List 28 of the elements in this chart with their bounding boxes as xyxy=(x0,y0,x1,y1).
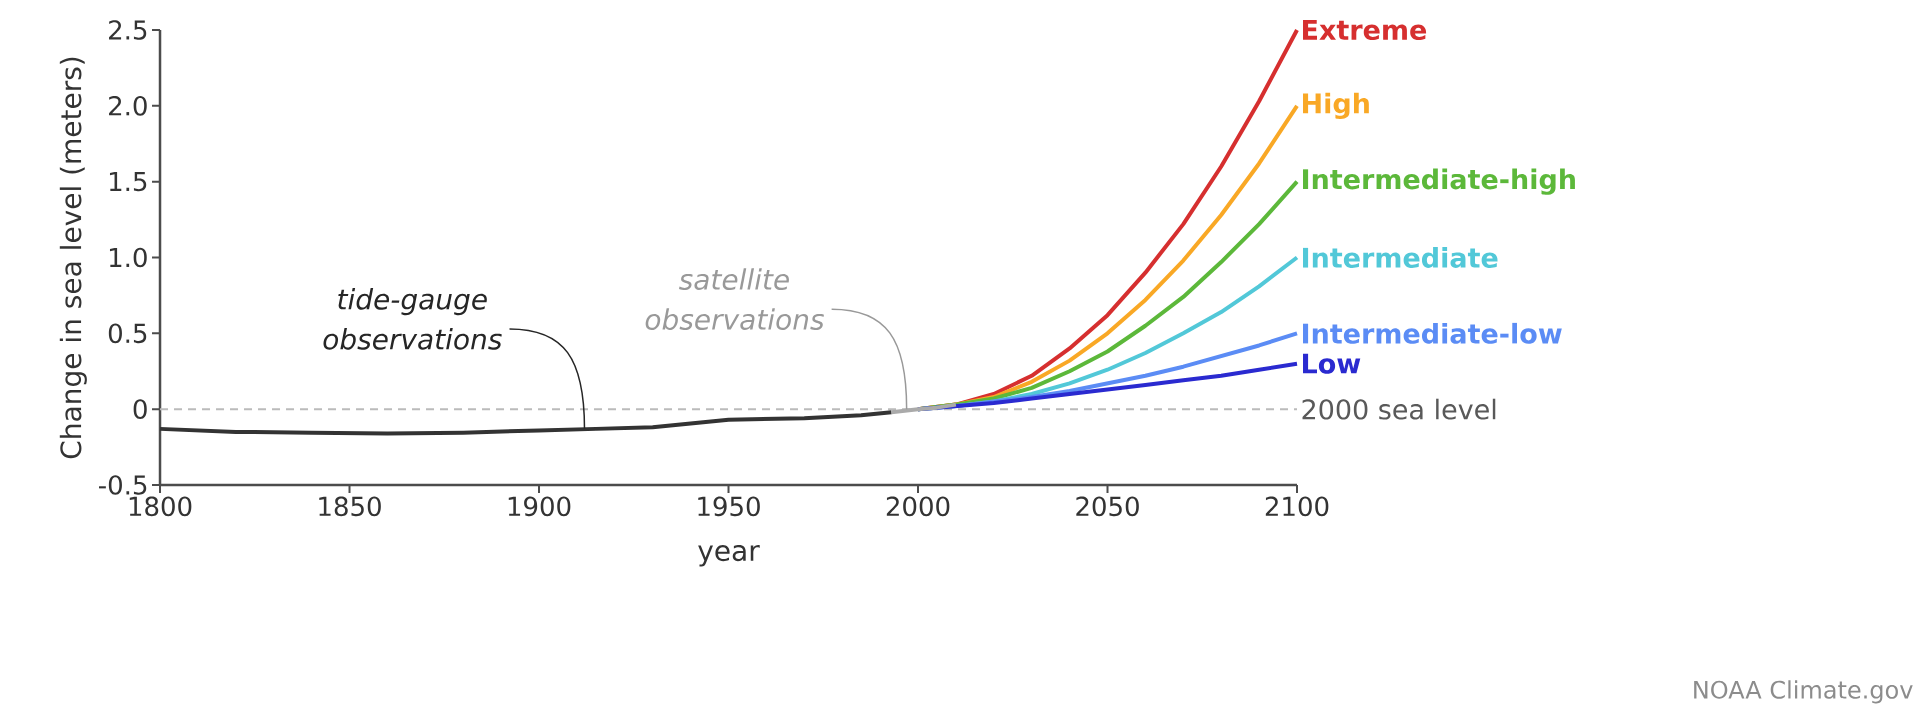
series-label: Low xyxy=(1303,353,1361,374)
annotation: satellite observations xyxy=(645,268,824,330)
y-axis-title: Change in sea level (meters) xyxy=(59,57,87,459)
line-series xyxy=(158,410,894,436)
series-label: Intermediate-low xyxy=(1303,322,1562,344)
ref-line-label: 2000 sea level xyxy=(1302,398,1496,420)
x-tick-label: 2100 xyxy=(1265,496,1329,517)
y-tick-label: -0.5 xyxy=(99,475,147,495)
series-label: Intermediate-high xyxy=(1303,168,1575,195)
line-series xyxy=(889,402,958,415)
x-tick-label: 2000 xyxy=(886,496,950,517)
y-tick-label: 2.5 xyxy=(109,20,147,40)
series-label: Extreme xyxy=(1303,19,1427,41)
x-tick-label: 2050 xyxy=(1076,496,1139,517)
y-tick-label: 1.5 xyxy=(109,171,147,192)
y-tick-label: 2.0 xyxy=(109,95,147,116)
x-tick-label: 1900 xyxy=(508,496,571,517)
series-label: Intermediate xyxy=(1303,247,1498,268)
x-tick-label: 1800 xyxy=(129,496,192,517)
y-tick-label: 0.5 xyxy=(108,323,147,344)
y-tick-label: 0 xyxy=(133,399,147,419)
x-axis-title: year xyxy=(698,545,760,567)
annotation: tide-gauge observations xyxy=(323,288,502,350)
x-tick-label: 1950 xyxy=(698,496,760,517)
series-label: High xyxy=(1303,92,1369,120)
text: NOAA Climate.gov xyxy=(1694,680,1913,704)
x-tick-label: 1850 xyxy=(319,496,381,517)
y-tick-label: 1.0 xyxy=(109,247,147,268)
